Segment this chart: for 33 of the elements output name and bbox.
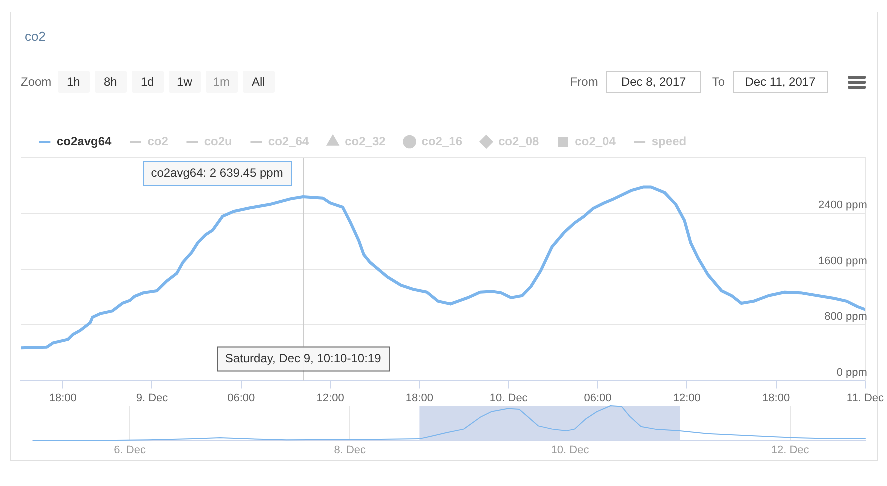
text: 1h (58, 71, 90, 93)
annotation: co2avg64: 2 639.45 ppm (151, 166, 284, 180)
text: 8h (94, 71, 127, 93)
y-tick-label: 2400 ppm (818, 200, 868, 212)
text: Zoom (21, 75, 52, 89)
x-tick-label: 10. Dec (551, 444, 590, 456)
x-tick-label: 11. Dec (846, 392, 884, 404)
chart-title: co2 (25, 29, 46, 44)
annotation: Saturday, Dec 9, 10:10-10:19 (225, 352, 382, 366)
text: To (712, 75, 725, 89)
x-tick-label: 8. Dec (334, 444, 367, 456)
y-tick-label: 0 ppm (836, 366, 868, 379)
x-tick-label: 12:00 (316, 392, 344, 404)
x-tick-label: 9. Dec (136, 392, 169, 404)
y-tick-label: 800 ppm (824, 311, 868, 324)
x-tick-label: 12. Dec (771, 444, 810, 456)
text: 1m (206, 71, 238, 93)
x-tick-label: 10. Dec (490, 392, 528, 404)
x-tick-label: 12:00 (673, 392, 701, 404)
x-tick-label: 06:00 (584, 392, 612, 404)
x-tick-label: 18:00 (406, 392, 434, 404)
y-tick-label: 1600 ppm (818, 255, 868, 268)
text: 1w (168, 71, 201, 93)
text: From (570, 75, 598, 89)
text: Dec 11, 2017 (733, 71, 828, 93)
x-tick-label: 18:00 (762, 392, 790, 404)
legend-label: co2avg64 (57, 134, 112, 148)
text: Dec 8, 2017 (606, 71, 702, 93)
text: 1d (132, 71, 164, 93)
x-tick-label: 18:00 (49, 392, 77, 404)
text: All (242, 71, 275, 93)
x-tick-label: 6. Dec (114, 444, 146, 456)
x-tick-label: 06:00 (228, 392, 256, 404)
